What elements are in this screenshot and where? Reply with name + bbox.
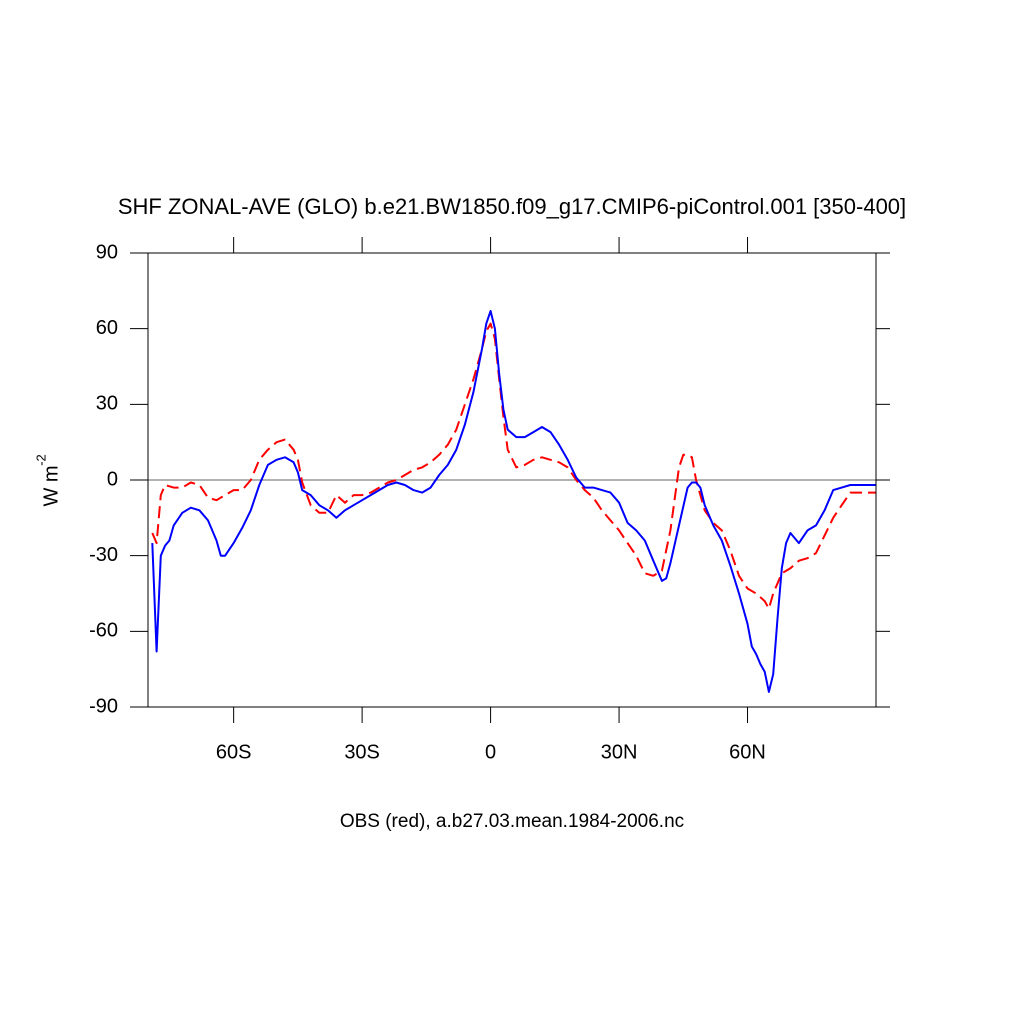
y-tick-label: 0	[107, 468, 118, 490]
x-axis-label: OBS (red), a.b27.03.mean.1984-2006.nc	[340, 811, 684, 832]
y-tick-label: -90	[89, 695, 118, 717]
y-tick-label: -30	[89, 544, 118, 566]
y-axis-label-superscript: -2	[33, 454, 48, 466]
y-tick-label: 30	[96, 393, 118, 415]
y-tick-label: 60	[96, 317, 118, 339]
x-tick-label: 60N	[729, 741, 766, 763]
x-tick-label: 30S	[344, 741, 380, 763]
data-line	[151, 322, 876, 610]
x-tick-label: 0	[485, 741, 496, 763]
y-axis-label: W m	[40, 465, 62, 506]
x-tick-label: 60S	[216, 741, 252, 763]
y-tick-label: -60	[89, 620, 118, 642]
data-line	[151, 310, 876, 693]
y-axis-title: W m -2	[33, 454, 62, 506]
y-tick-label: 90	[96, 241, 118, 263]
plot-frame	[147, 252, 877, 708]
chart-title: SHF ZONAL-AVE (GLO) b.e21.BW1850.f09_g17…	[118, 194, 906, 219]
x-tick-label: 30N	[601, 741, 638, 763]
